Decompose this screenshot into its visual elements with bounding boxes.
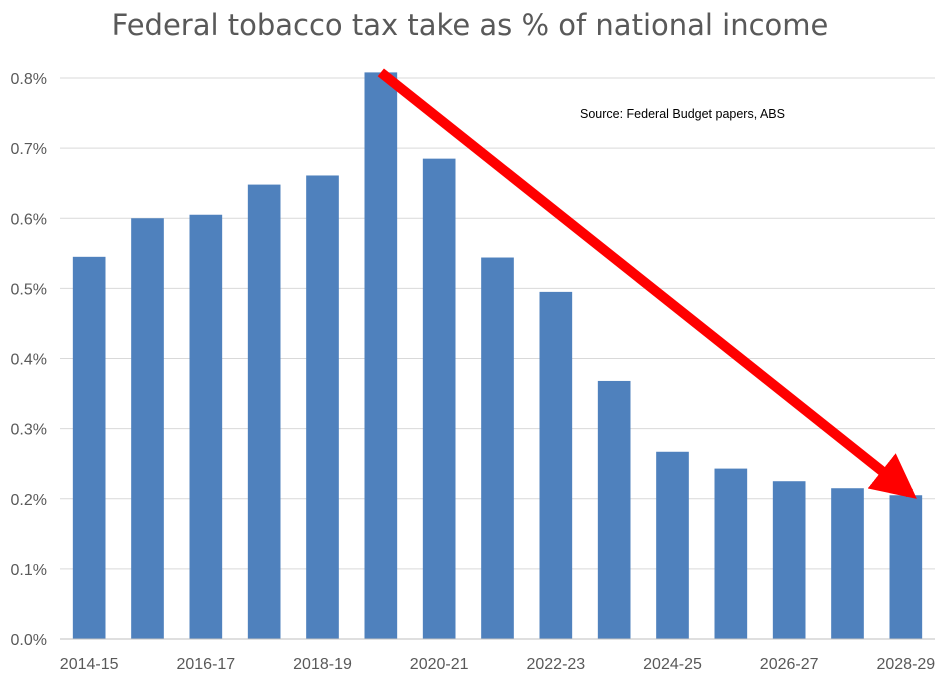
y-tick-label: 0.1% [11, 562, 47, 579]
bar-2016-17 [189, 214, 223, 639]
bar-2022-23 [539, 291, 573, 639]
x-tick-label: 2024-25 [643, 656, 702, 673]
bar-2027-28 [831, 488, 864, 639]
x-tick-label: 2016-17 [176, 656, 235, 673]
bars [72, 72, 923, 640]
bar-2024-25 [656, 451, 689, 639]
bar-2020-21 [422, 158, 456, 640]
x-tick-label: 2028-29 [876, 656, 935, 673]
y-tick-label: 0.0% [11, 632, 47, 649]
bar-2026-27 [772, 481, 806, 639]
x-tick-label: 2020-21 [410, 656, 469, 673]
y-axis-tick-labels: 0.0% 0.1% 0.2% 0.3% 0.4% 0.5% 0.6% 0.7% 0.8% [11, 71, 47, 649]
x-tick-label: 2022-23 [526, 656, 585, 673]
y-tick-label: 0.6% [11, 211, 47, 228]
bar-2017-18 [247, 184, 281, 639]
trend-arrow [377, 68, 917, 499]
y-tick-label: 0.2% [11, 492, 47, 509]
bar-2025-26 [714, 468, 748, 639]
y-tick-label: 0.5% [11, 281, 47, 298]
chart-title: Federal tobacco tax take as % of nationa… [111, 8, 829, 42]
bar-2015-16 [131, 218, 164, 639]
source-annotation: Source: Federal Budget papers, ABS [580, 107, 785, 121]
x-tick-label: 2014-15 [60, 656, 119, 673]
bar-2018-19 [306, 175, 339, 639]
y-tick-label: 0.8% [11, 71, 47, 88]
x-tick-label: 2018-19 [293, 656, 352, 673]
y-tick-label: 0.3% [11, 422, 47, 439]
x-tick-label: 2026-27 [760, 656, 819, 673]
bar-2021-22 [481, 257, 514, 639]
y-tick-label: 0.4% [11, 352, 47, 369]
y-tick-label: 0.7% [11, 141, 47, 158]
bar-2019-20 [364, 72, 398, 639]
bar-2023-24 [597, 380, 631, 639]
x-axis-tick-labels: 2014-15 2016-17 2018-19 2020-21 2022-23 2024-… [60, 656, 935, 673]
bar-2014-15 [72, 256, 106, 639]
bar-2028-29 [889, 495, 923, 639]
